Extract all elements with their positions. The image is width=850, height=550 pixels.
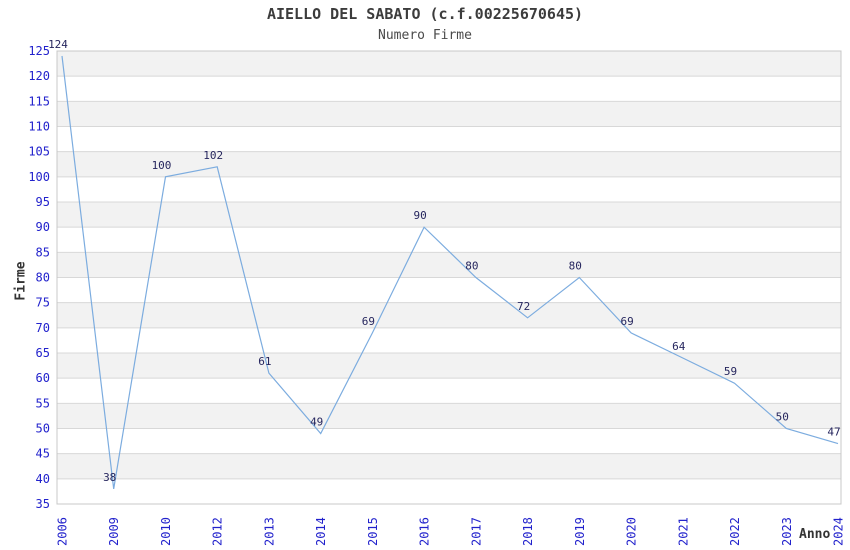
background-band bbox=[57, 302, 841, 328]
y-tick-label: 125 bbox=[28, 44, 50, 58]
data-label: 72 bbox=[517, 300, 530, 313]
data-line-series bbox=[61, 55, 839, 489]
x-tick-label: 2022 bbox=[728, 517, 742, 546]
x-tick-label: 2019 bbox=[573, 517, 587, 546]
background-band bbox=[57, 51, 841, 77]
data-label: 80 bbox=[569, 260, 582, 273]
background-band bbox=[57, 353, 841, 379]
background-band bbox=[57, 327, 841, 353]
x-tick-label: 2012 bbox=[211, 517, 225, 546]
x-tick-label: 2017 bbox=[469, 517, 483, 546]
x-tick-label: 2014 bbox=[314, 517, 328, 546]
background-band bbox=[57, 101, 841, 127]
background-band bbox=[57, 277, 841, 303]
background-band bbox=[57, 428, 841, 454]
data-label: 69 bbox=[620, 315, 633, 328]
data-label: 64 bbox=[672, 340, 686, 353]
y-tick-label: 40 bbox=[36, 472, 50, 486]
x-tick-label: 2006 bbox=[56, 517, 70, 546]
y-tick-label: 105 bbox=[28, 145, 50, 159]
data-label: 38 bbox=[103, 471, 116, 484]
x-tick-label: 2015 bbox=[366, 517, 380, 546]
data-label: 47 bbox=[827, 426, 840, 439]
x-axis-title: Anno bbox=[799, 527, 831, 542]
y-tick-label: 45 bbox=[36, 447, 50, 461]
data-label: 49 bbox=[310, 416, 323, 429]
x-tick-label: 2023 bbox=[780, 517, 794, 546]
background-band bbox=[57, 151, 841, 177]
data-label: 124 bbox=[48, 38, 68, 51]
y-tick-label: 120 bbox=[28, 69, 50, 83]
y-tick-label: 75 bbox=[36, 296, 50, 310]
y-tick-label: 60 bbox=[36, 371, 50, 385]
x-tick-label: 2010 bbox=[159, 517, 173, 546]
y-tick-label: 85 bbox=[36, 245, 50, 259]
chart-title: AIELLO DEL SABATO (c.f.00225670645) bbox=[266, 5, 584, 23]
y-tick-label: 100 bbox=[28, 170, 50, 184]
x-tick-label: 2024 bbox=[832, 517, 846, 546]
x-tick-label: 2021 bbox=[676, 517, 690, 546]
x-tick-label: 2009 bbox=[107, 517, 121, 546]
y-tick-label: 80 bbox=[36, 271, 50, 285]
y-tick-label: 55 bbox=[36, 396, 50, 410]
y-tick-label: 70 bbox=[36, 321, 50, 335]
y-tick-label: 95 bbox=[36, 195, 50, 209]
background-band bbox=[57, 202, 841, 228]
background-band bbox=[57, 403, 841, 429]
x-tick-label: 2016 bbox=[418, 517, 432, 546]
background-band bbox=[57, 176, 841, 202]
data-label: 80 bbox=[465, 260, 478, 273]
x-tick-label: 2018 bbox=[521, 517, 535, 546]
data-label: 59 bbox=[724, 365, 737, 378]
y-tick-label: 115 bbox=[28, 94, 50, 108]
data-label: 61 bbox=[258, 355, 271, 368]
data-label: 50 bbox=[776, 411, 789, 424]
x-tick-label: 2013 bbox=[262, 517, 276, 546]
data-label: 90 bbox=[413, 209, 426, 222]
y-tick-label: 65 bbox=[36, 346, 50, 360]
background-band bbox=[57, 227, 841, 253]
y-tick-label: 90 bbox=[36, 220, 50, 234]
x-tick-label: 2020 bbox=[625, 517, 639, 546]
y-tick-label: 50 bbox=[36, 422, 50, 436]
y-tick-label: 35 bbox=[36, 497, 50, 511]
data-label: 69 bbox=[362, 315, 375, 328]
background-band bbox=[57, 252, 841, 278]
background-band bbox=[57, 378, 841, 404]
y-tick-label: 110 bbox=[28, 120, 50, 134]
background-band bbox=[57, 478, 841, 504]
background-band bbox=[57, 126, 841, 152]
data-label: 102 bbox=[203, 149, 223, 162]
plot-border bbox=[56, 50, 842, 505]
background-band bbox=[57, 453, 841, 479]
data-label: 100 bbox=[152, 159, 172, 172]
background-band bbox=[57, 76, 841, 102]
chart-subtitle: Numero Firme bbox=[378, 28, 472, 43]
